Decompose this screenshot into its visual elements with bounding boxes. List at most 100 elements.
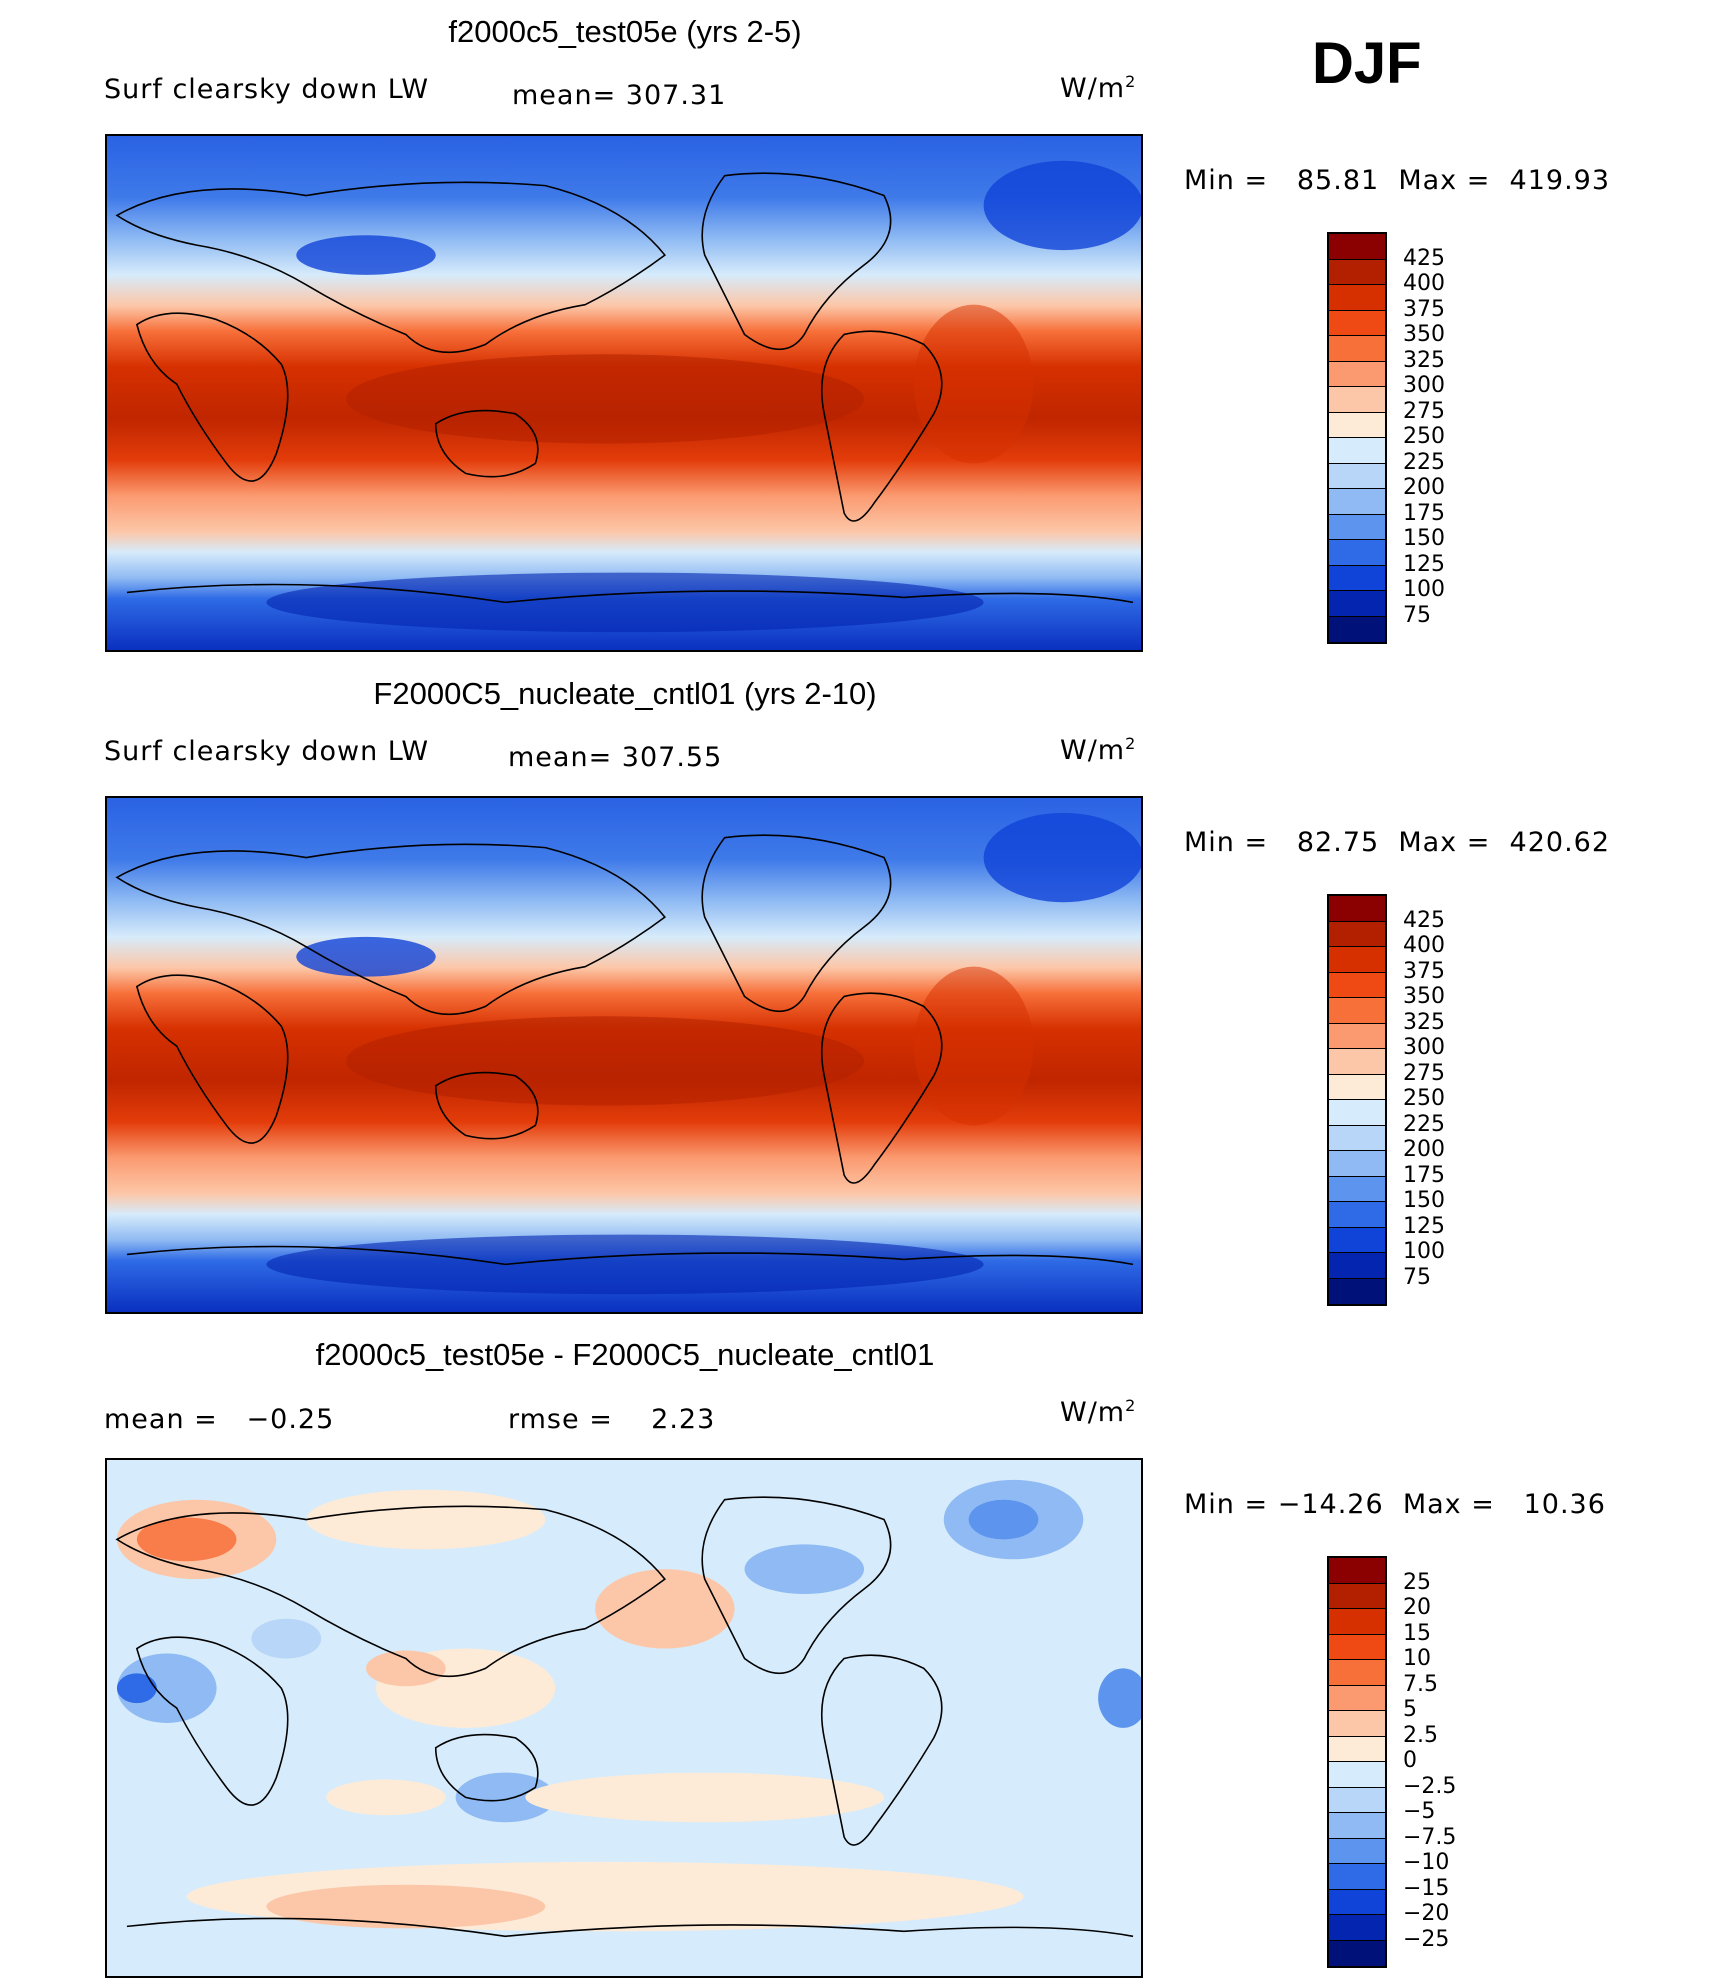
panel-3-rmse: rmse = 2.23 (508, 1404, 716, 1435)
colorbar-tick-label: 425 (1403, 245, 1445, 271)
colorbar-segment (1329, 1838, 1385, 1864)
colorbar-segment (1329, 412, 1385, 438)
colorbar-tick-label: 350 (1403, 984, 1445, 1009)
colorbar-segment (1329, 1787, 1385, 1813)
colorbar-segment (1329, 998, 1385, 1024)
colorbar-tick-label: 125 (1403, 551, 1445, 577)
colorbar-segment (1329, 285, 1385, 311)
colorbar-segment (1329, 1889, 1385, 1915)
colorbar-tick-label: 150 (1403, 1188, 1445, 1213)
colorbar-segment (1329, 1074, 1385, 1100)
colorbar-tick-label: −20 (1403, 1901, 1450, 1926)
colorbar-tick-label: 100 (1403, 1239, 1445, 1264)
colorbar-tick-label: 100 (1403, 577, 1445, 602)
panel-2-min-max: Min = 82.75 Max = 420.62 (1184, 827, 1611, 858)
panel-2-units: W/m2 (1060, 734, 1137, 766)
panel-3-units: W/m2 (1060, 1396, 1137, 1428)
colorbar-segment (1329, 1151, 1385, 1177)
colorbar-segment (1329, 1685, 1385, 1711)
colorbar-segment (1329, 1558, 1385, 1584)
colorbar-tick-label: 250 (1403, 1086, 1445, 1111)
colorbar-tick-label: 425 (1403, 907, 1445, 933)
panel-3-min-max: Min = −14.26 Max = 10.36 (1184, 1489, 1606, 1520)
colorbar-tick-label: 325 (1403, 1009, 1445, 1035)
colorbar-segment (1329, 514, 1385, 540)
colorbar-tick-label: 300 (1403, 1035, 1445, 1060)
colorbar-segment (1329, 921, 1385, 947)
colorbar-tick-label: −5 (1403, 1799, 1436, 1824)
colorbar-segment (1329, 1278, 1385, 1304)
panel-3-title: f2000c5_test05e - F2000C5_nucleate_cntl0… (315, 1337, 935, 1372)
colorbar-segment (1329, 972, 1385, 998)
panel-2-contour-field (107, 798, 1141, 1312)
colorbar-segment (1329, 1864, 1385, 1890)
colorbar-segment (1329, 1176, 1385, 1202)
colorbar-segment (1329, 463, 1385, 489)
colorbar-tick-label: 250 (1403, 424, 1445, 449)
colorbar-segment (1329, 1762, 1385, 1788)
colorbar-segment (1329, 1915, 1385, 1941)
colorbar-segment (1329, 336, 1385, 362)
colorbar-segment (1329, 1660, 1385, 1686)
colorbar-tick-label: −15 (1403, 1875, 1450, 1901)
colorbar-tick-label: 125 (1403, 1213, 1445, 1239)
colorbar-segment (1329, 259, 1385, 285)
colorbar-segment (1329, 1227, 1385, 1253)
colorbar-segment (1329, 1813, 1385, 1839)
colorbar-segment (1329, 1253, 1385, 1279)
colorbar-segment (1329, 1023, 1385, 1049)
colorbar-tick-label: 75 (1403, 602, 1431, 628)
panel-3-colorbar (1327, 1556, 1387, 1968)
colorbar-segment (1329, 1634, 1385, 1660)
colorbar-tick-label: 20 (1403, 1595, 1431, 1620)
colorbar-tick-label: 175 (1403, 1162, 1445, 1188)
colorbar-tick-label: 275 (1403, 398, 1445, 424)
colorbar-segment (1329, 540, 1385, 566)
colorbar-segment (1329, 1202, 1385, 1228)
colorbar-tick-label: 75 (1403, 1264, 1431, 1290)
panel-1-min-max: Min = 85.81 Max = 419.93 (1184, 165, 1611, 196)
colorbar-tick-label: 375 (1403, 958, 1445, 984)
panel-1-title: f2000c5_test05e (yrs 2-5) (448, 14, 802, 49)
panel-2-map (105, 796, 1143, 1314)
colorbar-segment (1329, 1125, 1385, 1151)
panel-1-colorbar (1327, 232, 1387, 644)
panel-1-map (105, 134, 1143, 652)
colorbar-segment (1329, 1736, 1385, 1762)
colorbar-tick-label: 275 (1403, 1060, 1445, 1086)
colorbar-segment (1329, 1940, 1385, 1966)
colorbar-segment (1329, 1049, 1385, 1075)
colorbar-tick-label: −10 (1403, 1850, 1450, 1875)
colorbar-tick-label: 15 (1403, 1620, 1431, 1646)
colorbar-segment (1329, 896, 1385, 922)
colorbar-segment (1329, 591, 1385, 617)
panel-1-units: W/m2 (1060, 72, 1137, 104)
colorbar-segment (1329, 565, 1385, 591)
colorbar-tick-label: 2.5 (1403, 1722, 1438, 1748)
panel-3-coastlines (115, 1496, 1134, 1938)
colorbar-segment (1329, 387, 1385, 413)
panel-1-mean: mean= 307.31 (512, 80, 727, 111)
panel-2-title: F2000C5_nucleate_cntl01 (yrs 2-10) (373, 676, 877, 711)
panel-3-mean: mean = −0.25 (104, 1404, 335, 1435)
panel-2-variable-label: Surf clearsky down LW (104, 736, 430, 767)
colorbar-tick-label: 175 (1403, 500, 1445, 526)
colorbar-segment (1329, 1711, 1385, 1737)
panel-2-mean: mean= 307.55 (508, 742, 723, 773)
colorbar-tick-label: 0 (1403, 1748, 1417, 1773)
colorbar-tick-label: 400 (1403, 271, 1445, 296)
colorbar-tick-label: 225 (1403, 1111, 1445, 1137)
colorbar-segment (1329, 1100, 1385, 1126)
colorbar-segment (1329, 1609, 1385, 1635)
colorbar-tick-label: 5 (1403, 1697, 1417, 1722)
colorbar-tick-label: 200 (1403, 475, 1445, 500)
colorbar-segment (1329, 947, 1385, 973)
colorbar-tick-label: 350 (1403, 322, 1445, 347)
colorbar-tick-label: −2.5 (1403, 1773, 1457, 1799)
panel-1-coastlines (115, 172, 1134, 604)
colorbar-tick-label: −25 (1403, 1926, 1450, 1952)
colorbar-segment (1329, 310, 1385, 336)
colorbar-tick-label: 150 (1403, 526, 1445, 551)
season-label: DJF (1312, 31, 1422, 96)
colorbar-tick-label: 200 (1403, 1137, 1445, 1162)
